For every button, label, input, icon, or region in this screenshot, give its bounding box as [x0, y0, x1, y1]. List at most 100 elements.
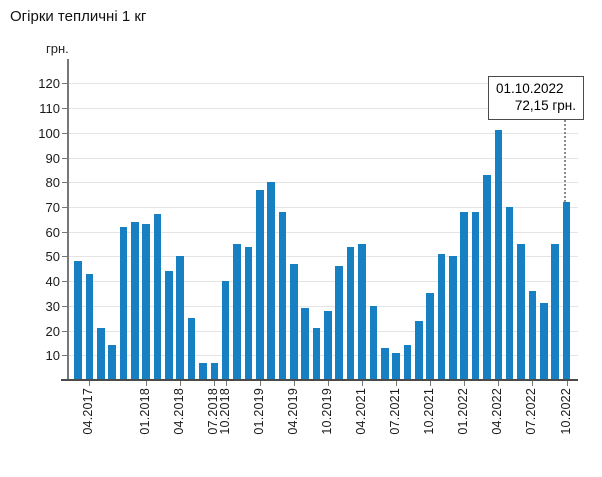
bar[interactable]	[528, 291, 537, 380]
chart-title: Огірки тепличні 1 кг	[10, 8, 147, 25]
bar[interactable]	[437, 253, 446, 380]
x-axis-tick	[180, 381, 182, 386]
x-tick-label-10.2021: 10.2021	[422, 388, 437, 435]
gridline-70	[68, 206, 578, 208]
bar[interactable]	[460, 211, 469, 380]
y-tick-label-80: 80	[45, 175, 60, 191]
x-axis-tick	[146, 381, 148, 386]
bar[interactable]	[324, 310, 332, 380]
bar[interactable]	[267, 182, 275, 380]
bar[interactable]	[199, 362, 207, 380]
gridline-80	[68, 182, 578, 184]
bar[interactable]	[403, 345, 412, 380]
gridline-30	[68, 305, 578, 307]
bar[interactable]	[426, 293, 434, 380]
bar[interactable]	[505, 206, 514, 380]
bar[interactable]	[539, 303, 548, 380]
bar[interactable]	[551, 244, 559, 380]
bar[interactable]	[85, 273, 94, 380]
x-axis-tick	[396, 381, 398, 386]
y-tick-label-60: 60	[45, 224, 60, 240]
bar[interactable]	[108, 345, 116, 380]
gridline-40	[68, 281, 578, 283]
x-tick-label-04.2019: 04.2019	[285, 388, 300, 435]
bar[interactable]	[96, 328, 105, 380]
x-tick-label-01.2018: 01.2018	[138, 388, 153, 435]
y-tick-label-40: 40	[45, 274, 60, 290]
x-axis-tick	[464, 381, 466, 386]
bar[interactable]	[244, 246, 253, 380]
y-axis-tick	[62, 206, 68, 208]
x-axis-tick	[566, 381, 568, 386]
y-tick-label-110: 110	[39, 101, 60, 117]
gridline-100	[68, 132, 578, 134]
bar[interactable]	[471, 211, 480, 380]
y-axis-tick	[62, 281, 68, 283]
bar[interactable]	[301, 308, 309, 380]
bar[interactable]	[483, 174, 491, 380]
bar[interactable]	[187, 318, 196, 380]
y-tick-label-100: 100	[38, 125, 60, 141]
bar[interactable]	[221, 281, 230, 380]
bar[interactable]	[449, 256, 457, 380]
bar[interactable]	[142, 224, 150, 380]
bar[interactable]	[562, 201, 571, 380]
y-axis-tick	[62, 231, 68, 233]
bar[interactable]	[74, 261, 82, 380]
bar[interactable]	[312, 328, 321, 380]
annotation-date: 01.10.2022	[496, 81, 564, 96]
x-tick-label-10.2022: 10.2022	[558, 388, 573, 435]
bar[interactable]	[392, 352, 400, 380]
x-tick-label-01.2019: 01.2019	[251, 388, 266, 435]
bar[interactable]	[233, 244, 241, 380]
x-tick-label-07.2022: 07.2022	[524, 388, 539, 435]
y-tick-label-90: 90	[45, 150, 60, 166]
bar[interactable]	[358, 244, 366, 380]
bar[interactable]	[369, 305, 378, 380]
bar[interactable]	[494, 130, 503, 380]
x-tick-label-04.2021: 04.2021	[354, 388, 368, 435]
annotation-tooltip: 01.10.2022 72,15 грн.	[488, 76, 584, 120]
x-tick-label-04.2018: 04.2018	[172, 388, 187, 435]
y-axis-tick	[62, 132, 68, 134]
bar[interactable]	[210, 362, 219, 380]
gridline-120	[68, 83, 578, 85]
bar[interactable]	[131, 221, 139, 380]
y-axis-unit-label: грн.	[46, 41, 69, 56]
y-tick-label-20: 20	[45, 323, 60, 339]
x-axis-tick	[327, 381, 329, 386]
gridline-50	[68, 256, 578, 258]
bar[interactable]	[278, 211, 287, 380]
bar[interactable]	[255, 189, 264, 380]
x-axis-tick	[89, 381, 91, 386]
bar[interactable]	[153, 214, 162, 380]
y-tick-label-120: 120	[38, 76, 60, 92]
bar[interactable]	[346, 246, 355, 380]
bar[interactable]	[119, 226, 128, 380]
y-axis-tick	[62, 108, 68, 110]
annotation-price: 72,15 грн.	[514, 98, 576, 114]
bar[interactable]	[415, 320, 423, 380]
gridline-60	[68, 231, 578, 233]
x-axis-tick	[259, 381, 261, 386]
x-axis-tick	[225, 381, 227, 386]
x-tick-label-10.2018: 10.2018	[217, 388, 232, 435]
y-axis-tick	[62, 305, 68, 307]
y-axis-line	[67, 59, 69, 381]
x-tick-label-01.2022: 01.2022	[456, 388, 471, 435]
gridline-90	[68, 157, 578, 159]
x-axis-line	[61, 379, 578, 381]
y-tick-label-30: 30	[45, 298, 60, 314]
x-axis-tick	[362, 381, 363, 386]
y-axis-tick	[62, 83, 68, 85]
y-tick-label-10: 10	[45, 348, 60, 364]
bar[interactable]	[176, 256, 185, 380]
bar[interactable]	[165, 271, 173, 380]
y-tick-label-70: 70	[45, 199, 60, 215]
bar[interactable]	[380, 347, 389, 380]
bar[interactable]	[290, 263, 298, 380]
bar[interactable]	[335, 266, 344, 380]
x-tick-label-04.2022: 04.2022	[490, 388, 505, 435]
bar[interactable]	[517, 244, 525, 380]
